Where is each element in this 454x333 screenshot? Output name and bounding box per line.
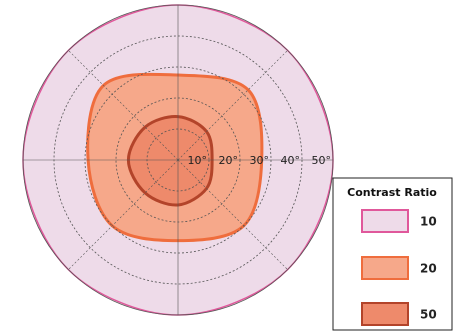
legend-swatch bbox=[361, 302, 409, 326]
grid-spoke bbox=[177, 159, 288, 270]
legend-swatch bbox=[361, 256, 409, 280]
r-tick-label: 10° bbox=[188, 154, 208, 167]
legend-label: 50 bbox=[420, 308, 437, 322]
r-tick-label: 40° bbox=[281, 154, 301, 167]
r-tick-label: 20° bbox=[219, 154, 239, 167]
legend-swatch bbox=[361, 209, 409, 233]
r-tick-label: 50° bbox=[312, 154, 332, 167]
legend-label: 20 bbox=[420, 262, 437, 276]
grid-spoke bbox=[177, 50, 288, 161]
legend-title: Contrast Ratio bbox=[347, 186, 437, 199]
legend-label: 10 bbox=[420, 215, 437, 229]
grid-spoke bbox=[68, 159, 179, 270]
grid-spoke bbox=[68, 50, 179, 161]
r-tick-label: 30° bbox=[250, 154, 270, 167]
